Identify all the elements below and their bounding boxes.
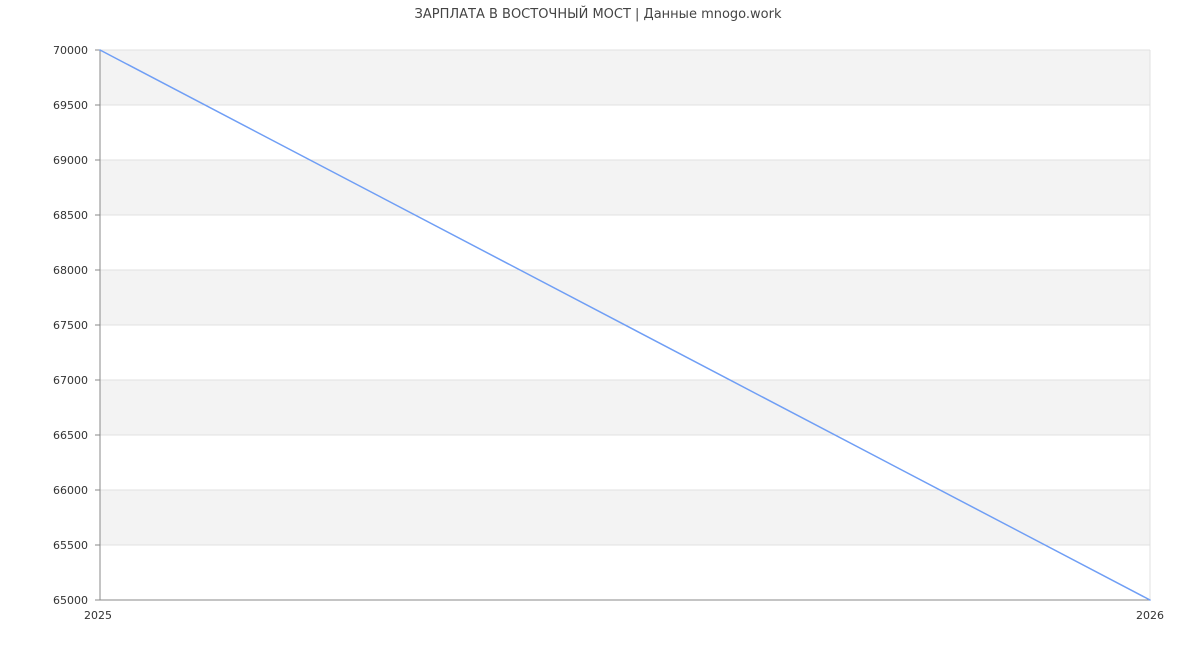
grid-band [100,490,1150,545]
data-point [1149,599,1151,601]
grid-band [100,50,1150,105]
data-point [99,49,101,51]
series-line [99,49,1151,601]
x-tick-label: 2026 [1136,609,1164,622]
chart-title: ЗАРПЛАТА В ВОСТОЧНЫЙ МОСТ | Данные mnogo… [415,6,782,22]
y-tick-label: 69000 [53,154,88,167]
y-tick-label: 65500 [53,539,88,552]
grid-band [100,160,1150,215]
y-tick-label: 67500 [53,319,88,332]
x-tick-label: 2025 [84,609,112,622]
grid-band [100,270,1150,325]
y-tick-label: 69500 [53,99,88,112]
grid-band [100,380,1150,435]
y-tick-label: 68500 [53,209,88,222]
y-tick-label: 65000 [53,594,88,607]
y-tick-label: 67000 [53,374,88,387]
y-tick-label: 66500 [53,429,88,442]
y-tick-label: 70000 [53,44,88,57]
y-tick-label: 66000 [53,484,88,497]
y-tick-label: 68000 [53,264,88,277]
